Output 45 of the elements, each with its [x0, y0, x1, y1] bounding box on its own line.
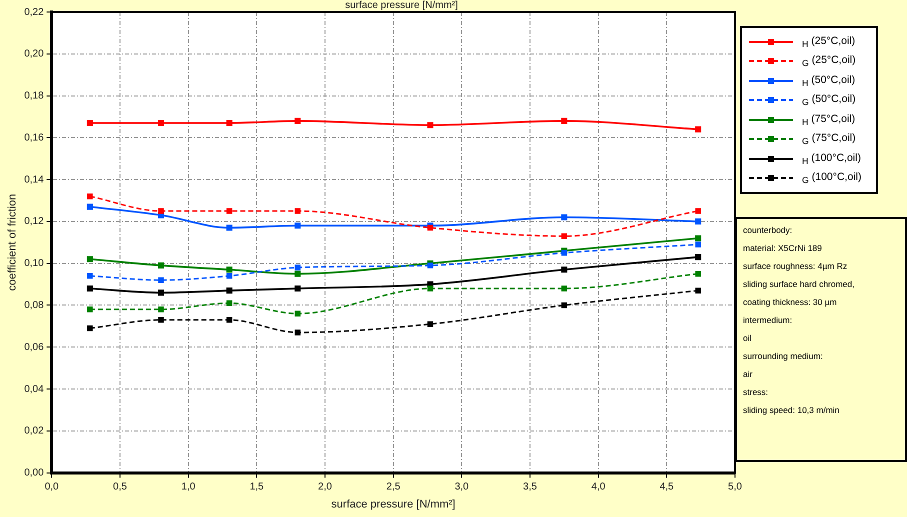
- text: surface roughness: 4µm Rz: [743, 261, 848, 271]
- x-tick-label: 0,0: [44, 482, 60, 493]
- y-tick-label: 0,20: [24, 48, 44, 60]
- legend-label: $_{H}$ (50°C,oil): [802, 74, 856, 88]
- legend-label: $_{G}$ (25°C,oil): [802, 54, 856, 68]
- x-tick-label: 0,5: [113, 482, 128, 493]
- text: counterbody:: [743, 225, 794, 235]
- x-tick-label: 2,0: [318, 482, 332, 493]
- y-tick-label: 0,06: [24, 342, 44, 353]
- legend-label: $_{G}$ (75°C,oil): [802, 132, 856, 146]
- y-tick-label: 0,18: [24, 90, 44, 102]
- y-tick-label: 0,14: [24, 174, 44, 186]
- y-tick-label: 0,22: [24, 6, 44, 18]
- text: coating thickness: 30 µm: [743, 297, 838, 307]
- text: intermedium:: [743, 315, 794, 325]
- x-tick-label: 1,5: [250, 482, 264, 493]
- y-axis-title: coefficient of friction: [6, 194, 19, 291]
- legend-label: $_{H}$ (100°C,oil): [802, 152, 861, 166]
- text: stress:: [743, 387, 770, 397]
- x-tick-label: 1,0: [181, 482, 196, 493]
- text: oil: [743, 333, 753, 343]
- y-tick-label: 0,10: [24, 258, 44, 270]
- legend-label: $_{G}$ (50°C,oil): [802, 93, 856, 108]
- x-tick-label: 4,0: [591, 482, 606, 493]
- text: material: X5CrNi 189: [743, 243, 823, 253]
- legend-label: $_{H}$ (75°C,oil): [802, 112, 856, 127]
- y-tick-label: 0,12: [24, 216, 44, 228]
- x-tick-label: 4,5: [660, 482, 674, 493]
- x-tick-label: 5,0: [728, 482, 742, 493]
- y-tick-label: 0,02: [24, 426, 44, 437]
- y-tick-label: 0,08: [24, 300, 44, 311]
- text: surrounding medium:: [743, 351, 824, 361]
- x-tick-label: 3,5: [523, 482, 538, 493]
- text: sliding surface hard chromed,: [743, 279, 856, 289]
- chart-title: surface pressure [N/mm²]: [344, 0, 459, 12]
- legend-label: $_{H}$ (25°C,oil): [802, 34, 856, 49]
- text: air: [743, 369, 754, 379]
- y-tick-label: 0,00: [24, 468, 44, 479]
- text: sliding speed: 10,3 m/min: [743, 405, 840, 415]
- legend-label: $_{G}$ (100°C,oil): [802, 171, 862, 186]
- y-tick-label: 0,04: [24, 384, 44, 395]
- x-axis-title: surface pressure [N/mm²]: [331, 498, 456, 510]
- x-tick-label: 2,5: [386, 482, 401, 493]
- x-tick-label: 3,0: [454, 482, 470, 493]
- y-tick-label: 0,16: [24, 132, 44, 144]
